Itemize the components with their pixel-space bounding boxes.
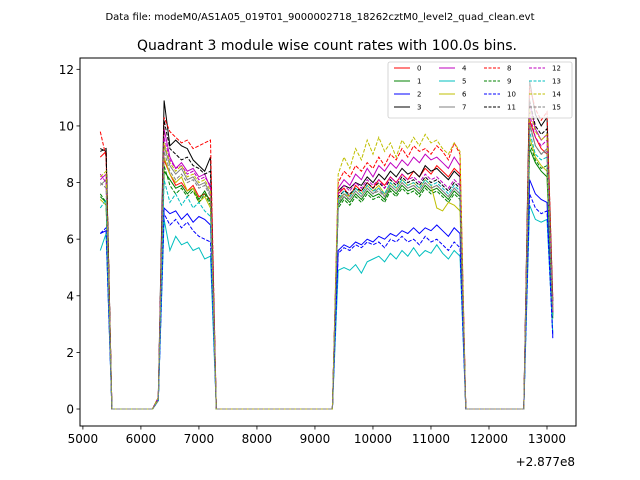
series-layer: [99, 80, 554, 410]
legend-label-13: 13: [552, 78, 561, 86]
legend-label-9: 9: [507, 78, 511, 86]
x-tick-label: 8000: [242, 432, 273, 446]
legend-frame: [387, 61, 573, 119]
legend-label-10: 10: [507, 91, 516, 99]
y-tick-label: 4: [66, 289, 74, 303]
legend-label-4: 4: [462, 65, 467, 73]
y-tick-label: 0: [66, 403, 74, 417]
series-line-15: [99, 125, 554, 410]
legend-label-0: 0: [417, 65, 421, 73]
legend-label-6: 6: [462, 91, 467, 99]
legend-label-5: 5: [462, 78, 466, 86]
legend-label-11: 11: [507, 104, 516, 112]
legend-label-1: 1: [417, 78, 421, 86]
x-tick-label: 13000: [528, 432, 566, 446]
y-tick-label: 8: [66, 176, 74, 190]
x-tick-label: 12000: [470, 432, 508, 446]
suptitle: Data file: modeM0/AS1A05_019T01_90000027…: [105, 12, 534, 23]
legend-label-2: 2: [417, 91, 421, 99]
x-axis: 5000 6000 7000 8000 9000 10000 11000 12000 13000: [68, 426, 566, 446]
x-tick-label: 6000: [126, 432, 157, 446]
y-tick-label: 12: [59, 63, 74, 77]
plot-frame: [79, 57, 577, 427]
legend-label-14: 14: [552, 91, 561, 99]
y-axis: 0 2 4 6 8 10 12: [59, 63, 80, 417]
legend-label-3: 3: [417, 104, 421, 112]
x-tick-label: 10000: [354, 432, 392, 446]
legend-label-12: 12: [552, 65, 561, 73]
y-tick-label: 2: [66, 346, 74, 360]
legend-label-8: 8: [507, 65, 511, 73]
x-tick-label: 7000: [184, 432, 215, 446]
chart-title: Quadrant 3 module wise count rates with …: [137, 38, 517, 54]
x-tick-label: 5000: [68, 432, 99, 446]
y-tick-label: 6: [66, 233, 74, 247]
x-offset-label: +2.877e8: [516, 455, 575, 469]
x-tick-label: 9000: [300, 432, 331, 446]
legend-label-7: 7: [462, 104, 466, 112]
x-tick-label: 11000: [412, 432, 450, 446]
y-tick-label: 10: [59, 119, 74, 133]
legend-label-15: 15: [552, 104, 561, 112]
